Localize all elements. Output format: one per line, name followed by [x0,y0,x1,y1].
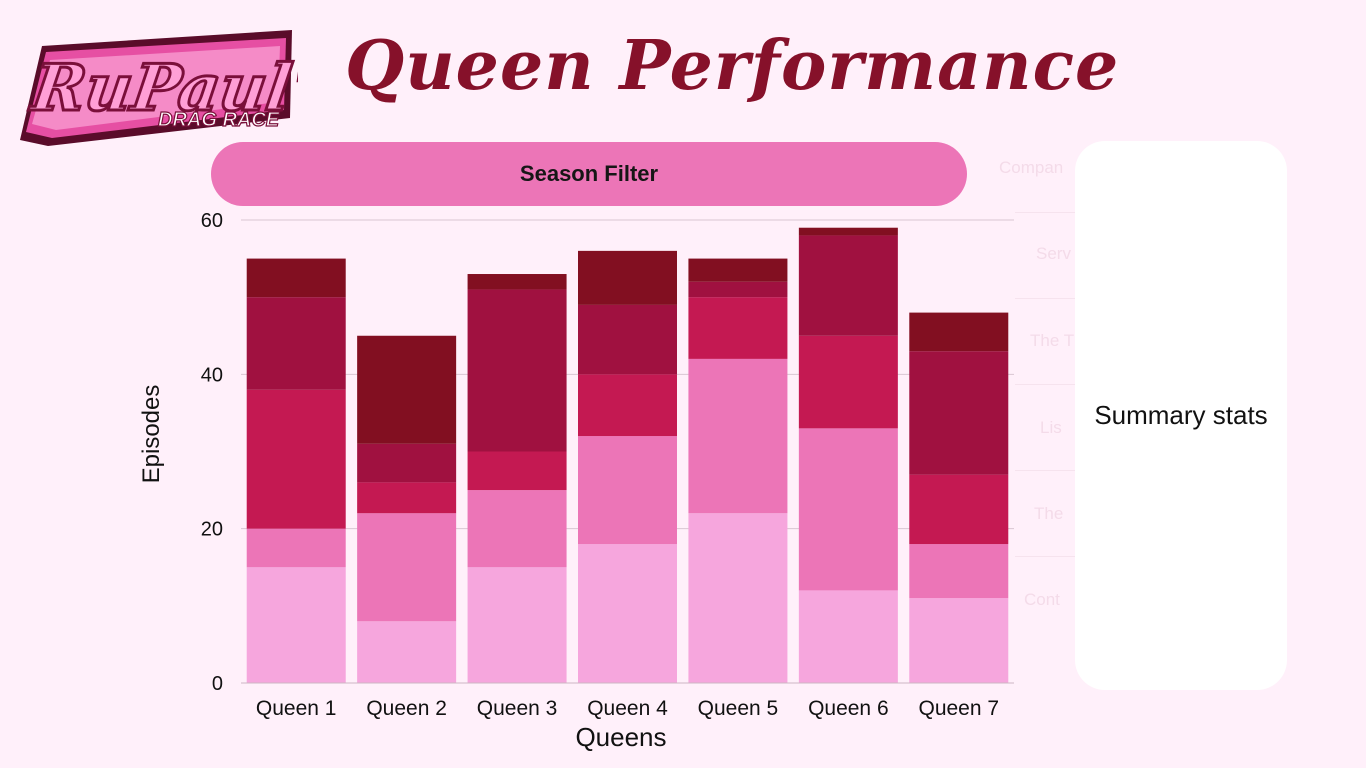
x-tick-label: Queen 2 [366,697,447,720]
y-tick-label: 60 [201,210,223,232]
bar-segment [246,528,346,568]
axes: 0 20 40 60 Queen 1 Queen 2 Queen 3 Queen 4 Queen… [201,210,1014,720]
y-tick-label: 40 [201,364,223,386]
bar-segment [688,258,788,282]
y-tick-label: 0 [212,673,223,695]
season-filter-button[interactable]: Season Filter [211,142,967,206]
bar-segment [357,513,457,622]
bar-stack [798,227,898,683]
bar-segment [909,598,1009,683]
x-axis-title: Queens [575,722,666,752]
bar-segment [909,474,1009,545]
y-tick-label: 20 [201,519,223,541]
bar-segment [467,451,567,491]
x-tick-label: Queen 7 [918,697,999,720]
bar-stack [688,258,788,683]
season-filter-label: Season Filter [519,161,659,186]
bar-segment [357,482,457,514]
x-tick-label: Queen 3 [477,697,558,720]
bar-stack [467,274,567,683]
bar-segment [246,567,346,683]
bar-segment [798,590,898,683]
bar-segment [578,304,677,375]
bar-segment [798,335,898,429]
bar-stack [909,312,1009,683]
bar-segment [357,443,457,483]
bar-segment [246,258,346,298]
bars [246,227,1009,683]
bar-stack [246,258,346,683]
bar-segment [688,281,788,298]
bar-segment [909,312,1009,352]
bar-stack [578,250,677,683]
x-tick-label: Queen 4 [587,697,668,720]
bar-segment [578,374,677,437]
bar-segment [246,389,346,529]
bar-segment [688,513,788,683]
bar-segment [578,436,677,545]
bar-segment [688,358,788,514]
x-tick-label: Queen 5 [698,697,779,720]
page-title: Queen Performance [345,26,1120,106]
bar-segment [909,351,1009,475]
y-axis-title: Episodes [138,385,165,484]
bar-segment [798,235,898,336]
bar-segment [798,227,898,236]
bar-segment [467,289,567,452]
bar-segment [357,335,457,444]
summary-stats-label: Summary stats [1094,400,1268,430]
bar-segment [357,621,457,683]
bar-segment [578,250,677,305]
bar-segment [578,544,677,683]
bar-segment [909,544,1009,599]
bar-segment [246,297,346,390]
bar-segment [467,567,567,683]
bar-segment [467,490,567,568]
bar-segment [467,274,567,290]
summary-stats-panel: Summary stats [1075,141,1287,690]
bar-segment [798,428,898,591]
bar-segment [688,297,788,359]
bar-stack [357,335,457,683]
x-tick-label: Queen 6 [808,697,889,720]
x-tick-label: Queen 1 [256,697,337,720]
logo-subtitle: DRAG RACE [158,109,280,131]
